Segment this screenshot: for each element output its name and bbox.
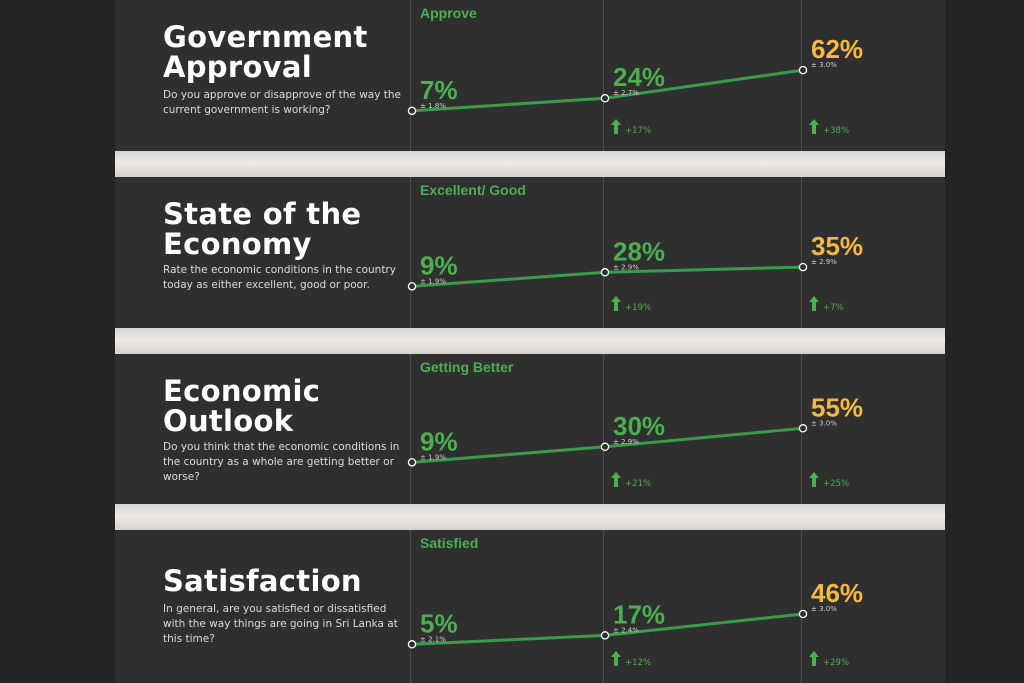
line-chart: 9%± 1.9% 30%± 2.9% +21% 55%± 3.0% +25% [407,392,863,489]
data-point [600,268,610,277]
column-divider [801,177,802,328]
panel-question: Do you think that the economic condition… [163,441,400,483]
data-label: 9% [420,250,458,280]
data-point [407,282,417,291]
panel-question: Do you approve or disapprove of the way … [163,89,402,116]
change-label: +19% [625,303,651,313]
column-divider [801,0,802,151]
column-divider [410,177,411,328]
data-point [798,262,808,272]
data-label: 55% [811,392,863,422]
change-label: +7% [823,303,844,313]
panel-question: In general, are you satisfied or dissati… [163,603,398,645]
line-chart: 5%± 2.1% 17%± 2.4% +12% 46%± 3.0% +29% [407,578,863,668]
panel-separator [115,151,945,177]
column-divider [603,354,604,504]
change-label: +21% [625,479,651,489]
margin-of-error: ± 3.0% [811,419,837,427]
column-divider [410,354,411,504]
column-divider [603,0,604,151]
panel-economic-outlook: Economic Outlook Do you think that the e… [115,354,945,504]
panel-title: Satisfaction [163,564,362,598]
data-label: 5% [420,608,458,638]
margin-of-error: ± 1.9% [420,453,446,461]
panel-separator [115,328,945,354]
panel-title: State of the Economy [163,197,362,261]
data-label: 28% [613,236,665,266]
margin-of-error: ± 3.0% [811,605,837,613]
margin-of-error: ± 1.9% [420,277,446,285]
line-chart: 7%± 1.8% 24%± 2.7% +17% 62%± 3.0% +38% [407,34,863,136]
up-arrow-icon [611,296,621,311]
up-arrow-icon [809,472,819,487]
panel-government-approval: Government Approval Do you approve or di… [115,0,945,151]
margin-of-error: ± 3.0% [811,61,837,69]
data-point [798,424,808,433]
data-point [600,93,610,103]
data-label: 7% [420,75,458,105]
data-point [798,609,808,619]
change-label: +12% [625,658,651,668]
up-arrow-icon [809,119,819,134]
margin-of-error: ± 2.7% [613,89,639,97]
column-divider [603,177,604,328]
column-divider [410,530,411,683]
data-point [600,442,610,452]
data-point [407,458,417,467]
column-divider [801,530,802,683]
panel-title: Economic Outlook [163,374,321,438]
column-divider [603,530,604,683]
data-label: 46% [811,578,863,608]
series-label: Excellent/ Good [420,182,526,198]
panel-separator [115,504,945,530]
up-arrow-icon [611,119,621,134]
up-arrow-icon [611,651,621,666]
data-label: 17% [613,599,665,629]
change-label: +29% [823,658,849,668]
data-point [407,640,417,649]
up-arrow-icon [809,296,819,311]
column-divider [410,0,411,151]
change-label: +38% [823,126,849,136]
series-label: Satisfied [420,535,479,551]
up-arrow-icon [611,472,621,487]
change-label: +25% [823,479,849,489]
series-line [411,612,804,646]
panel-satisfaction: Satisfaction In general, are you satisfi… [115,530,945,683]
data-label: 62% [811,34,863,64]
margin-of-error: ± 2.9% [613,263,639,271]
panel-title: Government Approval [163,20,368,84]
data-label: 9% [420,426,458,456]
data-label: 35% [811,231,863,261]
up-arrow-icon [809,651,819,666]
data-point [600,631,610,640]
margin-of-error: ± 2.9% [811,258,837,266]
data-point [407,106,417,116]
line-chart: 9%± 1.9%28%± 2.9%+19%35%± 2.9%+7% [407,231,863,313]
data-point [798,65,808,75]
series-label: Approve [420,5,477,21]
series-line [411,68,804,113]
margin-of-error: ± 2.4% [613,626,639,634]
margin-of-error: ± 2.9% [613,438,639,446]
data-label: 30% [613,411,665,441]
change-label: +17% [625,126,651,136]
data-label: 24% [613,62,665,92]
margin-of-error: ± 2.1% [420,635,446,643]
margin-of-error: ± 1.8% [420,102,446,110]
panel-state-of-the-economy: State of the Economy Rate the economic c… [115,177,945,328]
panel-question: Rate the economic conditions in the coun… [163,264,396,291]
series-label: Getting Better [420,359,514,375]
